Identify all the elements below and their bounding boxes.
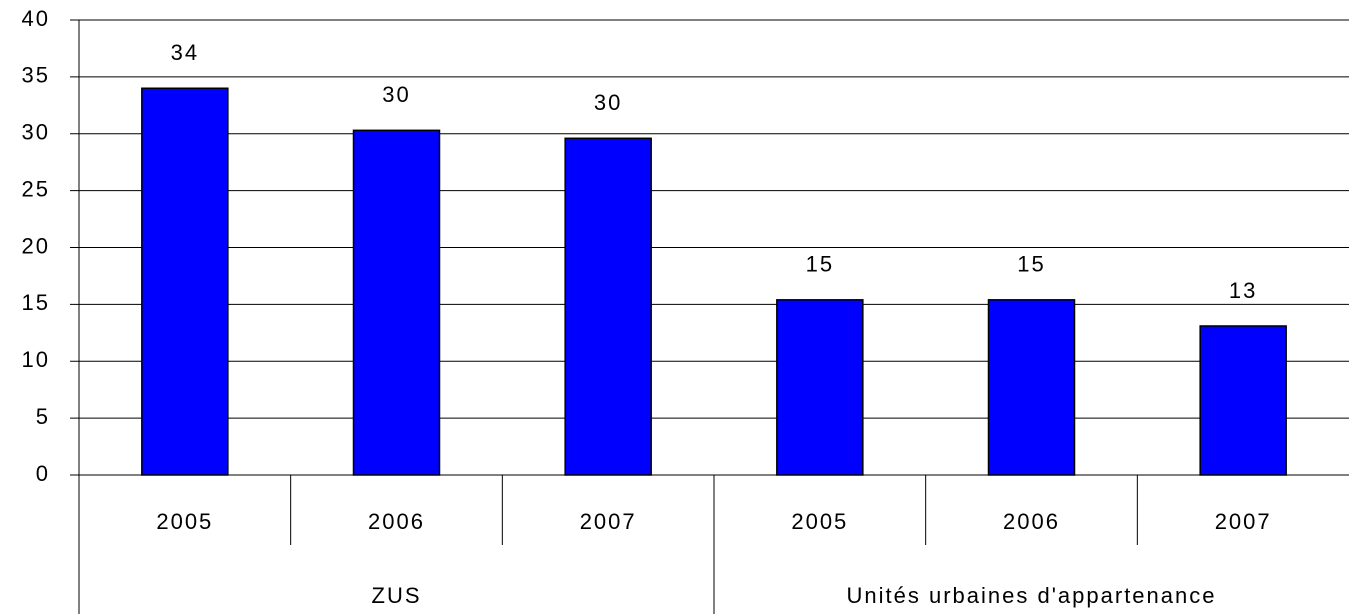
y-tick-label: 10: [22, 347, 50, 372]
data-label: 13: [1229, 278, 1257, 303]
y-tick-label: 30: [22, 120, 50, 145]
data-label: 30: [382, 82, 410, 107]
x-tick-label: 2005: [791, 509, 848, 534]
x-tick-label: 2007: [1215, 509, 1272, 534]
bar: [352, 129, 441, 476]
bar: [987, 299, 1076, 476]
group-label: ZUS: [372, 583, 422, 608]
y-tick-label: 15: [22, 290, 50, 315]
x-tick-label: 2005: [156, 509, 213, 534]
bar: [564, 137, 652, 476]
y-tick-label: 5: [36, 404, 50, 429]
x-tick-label: 2006: [368, 509, 425, 534]
bar: [141, 87, 229, 476]
x-tick-label: 2006: [1003, 509, 1060, 534]
y-tick-label: 20: [22, 233, 50, 258]
y-tick-label: 40: [22, 6, 50, 31]
bar: [776, 299, 864, 476]
x-tick-label: 2007: [580, 509, 637, 534]
y-tick-label: 35: [22, 63, 50, 88]
data-label: 15: [1017, 252, 1045, 277]
y-tick-label: 0: [36, 461, 50, 486]
y-tick-label: 25: [22, 176, 50, 201]
data-label: 34: [171, 40, 199, 65]
group-label: Unités urbaines d'appartenance: [847, 583, 1217, 608]
bar: [1199, 325, 1287, 476]
data-label: 30: [594, 90, 622, 115]
data-label: 15: [806, 252, 834, 277]
